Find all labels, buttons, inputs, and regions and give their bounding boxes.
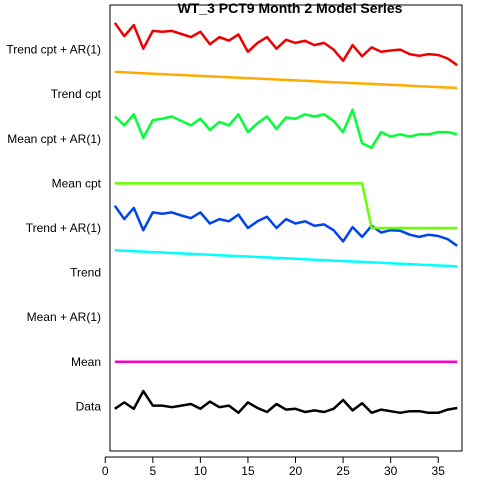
x-tick-label: 5 <box>149 464 156 478</box>
series-line <box>114 70 458 90</box>
chart-title: WT_3 PCT9 Month 2 Model Series <box>178 0 403 16</box>
row-labels: Data Mean Mean + AR(1) Trend Trend + AR(1) Me… <box>6 43 101 414</box>
row-label: Mean + AR(1) <box>27 310 101 324</box>
x-tick-label: 25 <box>336 464 350 478</box>
series-group <box>113 22 458 415</box>
row-label: Trend cpt <box>51 87 102 101</box>
x-tick-label: 15 <box>241 464 255 478</box>
series-line <box>113 108 458 149</box>
row-label: Mean <box>71 355 101 369</box>
plot-frame <box>109 4 463 452</box>
row-label: Mean cpt + AR(1) <box>7 132 101 146</box>
x-tick-label: 20 <box>289 464 303 478</box>
series-line <box>113 22 458 67</box>
series-line <box>114 249 458 268</box>
x-tick-label: 35 <box>432 464 446 478</box>
series-line <box>113 204 458 247</box>
x-tick-label: 0 <box>102 464 109 478</box>
series-line <box>114 182 458 230</box>
row-label: Mean cpt <box>52 176 102 190</box>
x-tick-label: 10 <box>194 464 208 478</box>
x-tick-label: 30 <box>384 464 398 478</box>
series-line <box>114 389 458 415</box>
row-label: Data <box>76 399 102 413</box>
row-label: Trend <box>70 266 101 280</box>
x-axis: 0 5 10 15 20 25 30 35 <box>102 456 446 478</box>
row-label: Trend + AR(1) <box>26 221 101 235</box>
row-label: Trend cpt + AR(1) <box>6 43 101 57</box>
